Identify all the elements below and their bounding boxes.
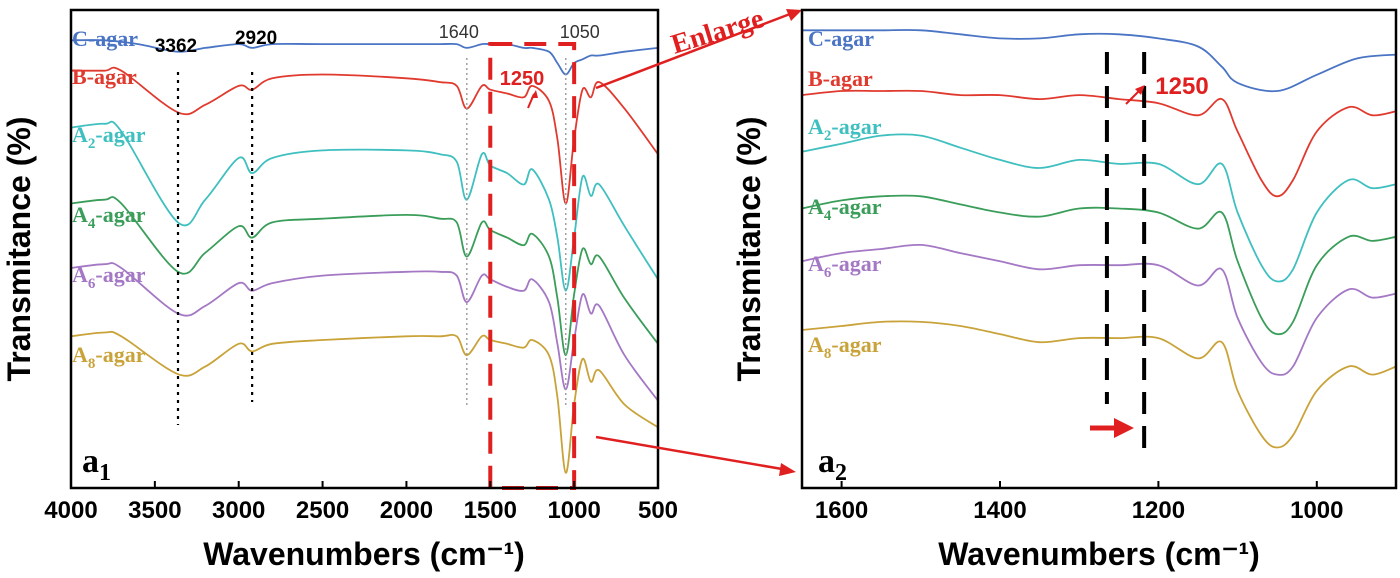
a1-peak-label-3362: 3362 bbox=[155, 36, 197, 57]
a2-series-line-a6-agar bbox=[802, 243, 1396, 376]
enlarge-arrow-top bbox=[595, 12, 791, 90]
a1-plot-frame bbox=[69, 8, 660, 490]
a2-annotation-arrow bbox=[1125, 89, 1141, 105]
enlarge-label: Enlarge bbox=[668, 3, 768, 60]
a1-series-line-a4-agar bbox=[71, 196, 658, 357]
a1-series-label-a6-agar: A6-agar bbox=[72, 262, 146, 292]
a2-x-tick-label-1600: 1600 bbox=[815, 497, 868, 524]
a1-peak-label-2920: 2920 bbox=[235, 28, 277, 49]
a2-x-axis-title: Wavenumbers (cm⁻¹) bbox=[938, 536, 1260, 572]
a2-x-tick-label-1200: 1200 bbox=[1132, 497, 1185, 524]
a2-series-line-a4-agar bbox=[802, 194, 1396, 336]
a2-series-labels: C-agar B-agar A2-agar A4-agar A6-agar A8-agar bbox=[808, 26, 882, 362]
a1-arrowhead bbox=[531, 90, 538, 98]
a1-annotation-1250: 1250 bbox=[500, 68, 545, 90]
a2-series-label-b-agar: B-agar bbox=[808, 66, 873, 91]
a2-series-label-a2-agar: A2-agar bbox=[808, 114, 882, 144]
a2-series-label-a4-agar: A4-agar bbox=[808, 194, 882, 224]
a2-series-line-c-agar bbox=[802, 29, 1396, 93]
a1-series-line-a2-agar bbox=[71, 120, 658, 292]
enlarge-annotation: Enlarge bbox=[595, 3, 802, 476]
enlarge-arrow-bottom bbox=[595, 435, 783, 471]
a1-x-tick-label-3000: 3000 bbox=[212, 497, 265, 524]
a1-peak-label-1050: 1050 bbox=[560, 22, 600, 42]
a2-x-tick-label-1400: 1400 bbox=[973, 497, 1026, 524]
a1-series-label-b-agar: B-agar bbox=[72, 64, 137, 89]
a2-shift-arrowhead bbox=[1114, 418, 1134, 438]
a1-x-tick-label-1500: 1500 bbox=[464, 497, 517, 524]
a2-series-label-a6-agar: A6-agar bbox=[808, 251, 882, 281]
a1-series-line-a6-agar bbox=[71, 262, 658, 402]
a2-series-line-a2-agar bbox=[802, 133, 1396, 283]
a1-series-line-a8-agar bbox=[71, 330, 658, 474]
a2-peak-lines bbox=[1104, 52, 1147, 455]
a1-panel-label: a1 bbox=[82, 443, 111, 486]
a1-highlight-box bbox=[488, 42, 577, 490]
a2-series-label-a8-agar: A8-agar bbox=[808, 332, 882, 362]
a2-series-lines bbox=[802, 29, 1396, 449]
a2-x-tick-label-1000: 1000 bbox=[1290, 497, 1343, 524]
a1-peak-label-1640: 1640 bbox=[439, 22, 479, 42]
a2-series-label-c-agar: C-agar bbox=[808, 26, 874, 51]
a1-series-labels: C-agar B-agar A2-agar A4-agar A6-agar A8-agar bbox=[72, 26, 146, 372]
a1-x-tick-label-3500: 3500 bbox=[128, 497, 181, 524]
a1-series-line-b-agar bbox=[71, 66, 658, 205]
a2-x-ticks: 1600 1400 1200 1000 bbox=[815, 481, 1343, 524]
a1-series-label-c-agar: C-agar bbox=[72, 26, 138, 51]
a2-series-line-b-agar bbox=[802, 89, 1396, 198]
panel-a2: 1600 1400 1200 1000 C-agar B-agar A2-agar A4-a… bbox=[731, 8, 1398, 572]
a1-series-label-a4-agar: A4-agar bbox=[72, 202, 146, 232]
a1-x-ticks: 4000 3500 3000 2500 2000 1500 1000 500 bbox=[44, 481, 678, 524]
a1-x-tick-label-500: 500 bbox=[638, 497, 678, 524]
a2-panel-label: a2 bbox=[818, 443, 847, 486]
a1-peak-lines: 3362 2920 1640 1050 bbox=[155, 22, 600, 425]
enlarge-arrowhead-top bbox=[786, 9, 802, 21]
a2-arrowhead bbox=[1135, 85, 1145, 95]
a1-x-tick-label-2500: 2500 bbox=[296, 497, 349, 524]
a2-plot-frame bbox=[800, 8, 1398, 490]
a1-series-line-c-agar bbox=[71, 39, 658, 76]
a2-y-axis-title: Transmitance (%) bbox=[731, 117, 767, 382]
panel-a1: 3362 2920 1640 1050 4000 3500 3000 2500 2000 150… bbox=[1, 8, 678, 572]
a1-series-lines bbox=[71, 39, 658, 474]
a1-series-label-a2-agar: A2-agar bbox=[72, 122, 146, 152]
a1-x-tick-label-4000: 4000 bbox=[44, 497, 97, 524]
a2-annotation-1250: 1250 bbox=[1155, 73, 1208, 100]
a1-x-axis-title: Wavenumbers (cm⁻¹) bbox=[203, 536, 525, 572]
a1-series-label-a8-agar: A8-agar bbox=[72, 342, 146, 372]
a2-series-line-a8-agar bbox=[802, 320, 1396, 449]
enlarge-arrowhead-bottom bbox=[779, 463, 796, 476]
a1-x-tick-label-1000: 1000 bbox=[547, 497, 600, 524]
a1-x-tick-label-2000: 2000 bbox=[380, 497, 433, 524]
a1-y-axis-title: Transmitance (%) bbox=[1, 117, 37, 382]
